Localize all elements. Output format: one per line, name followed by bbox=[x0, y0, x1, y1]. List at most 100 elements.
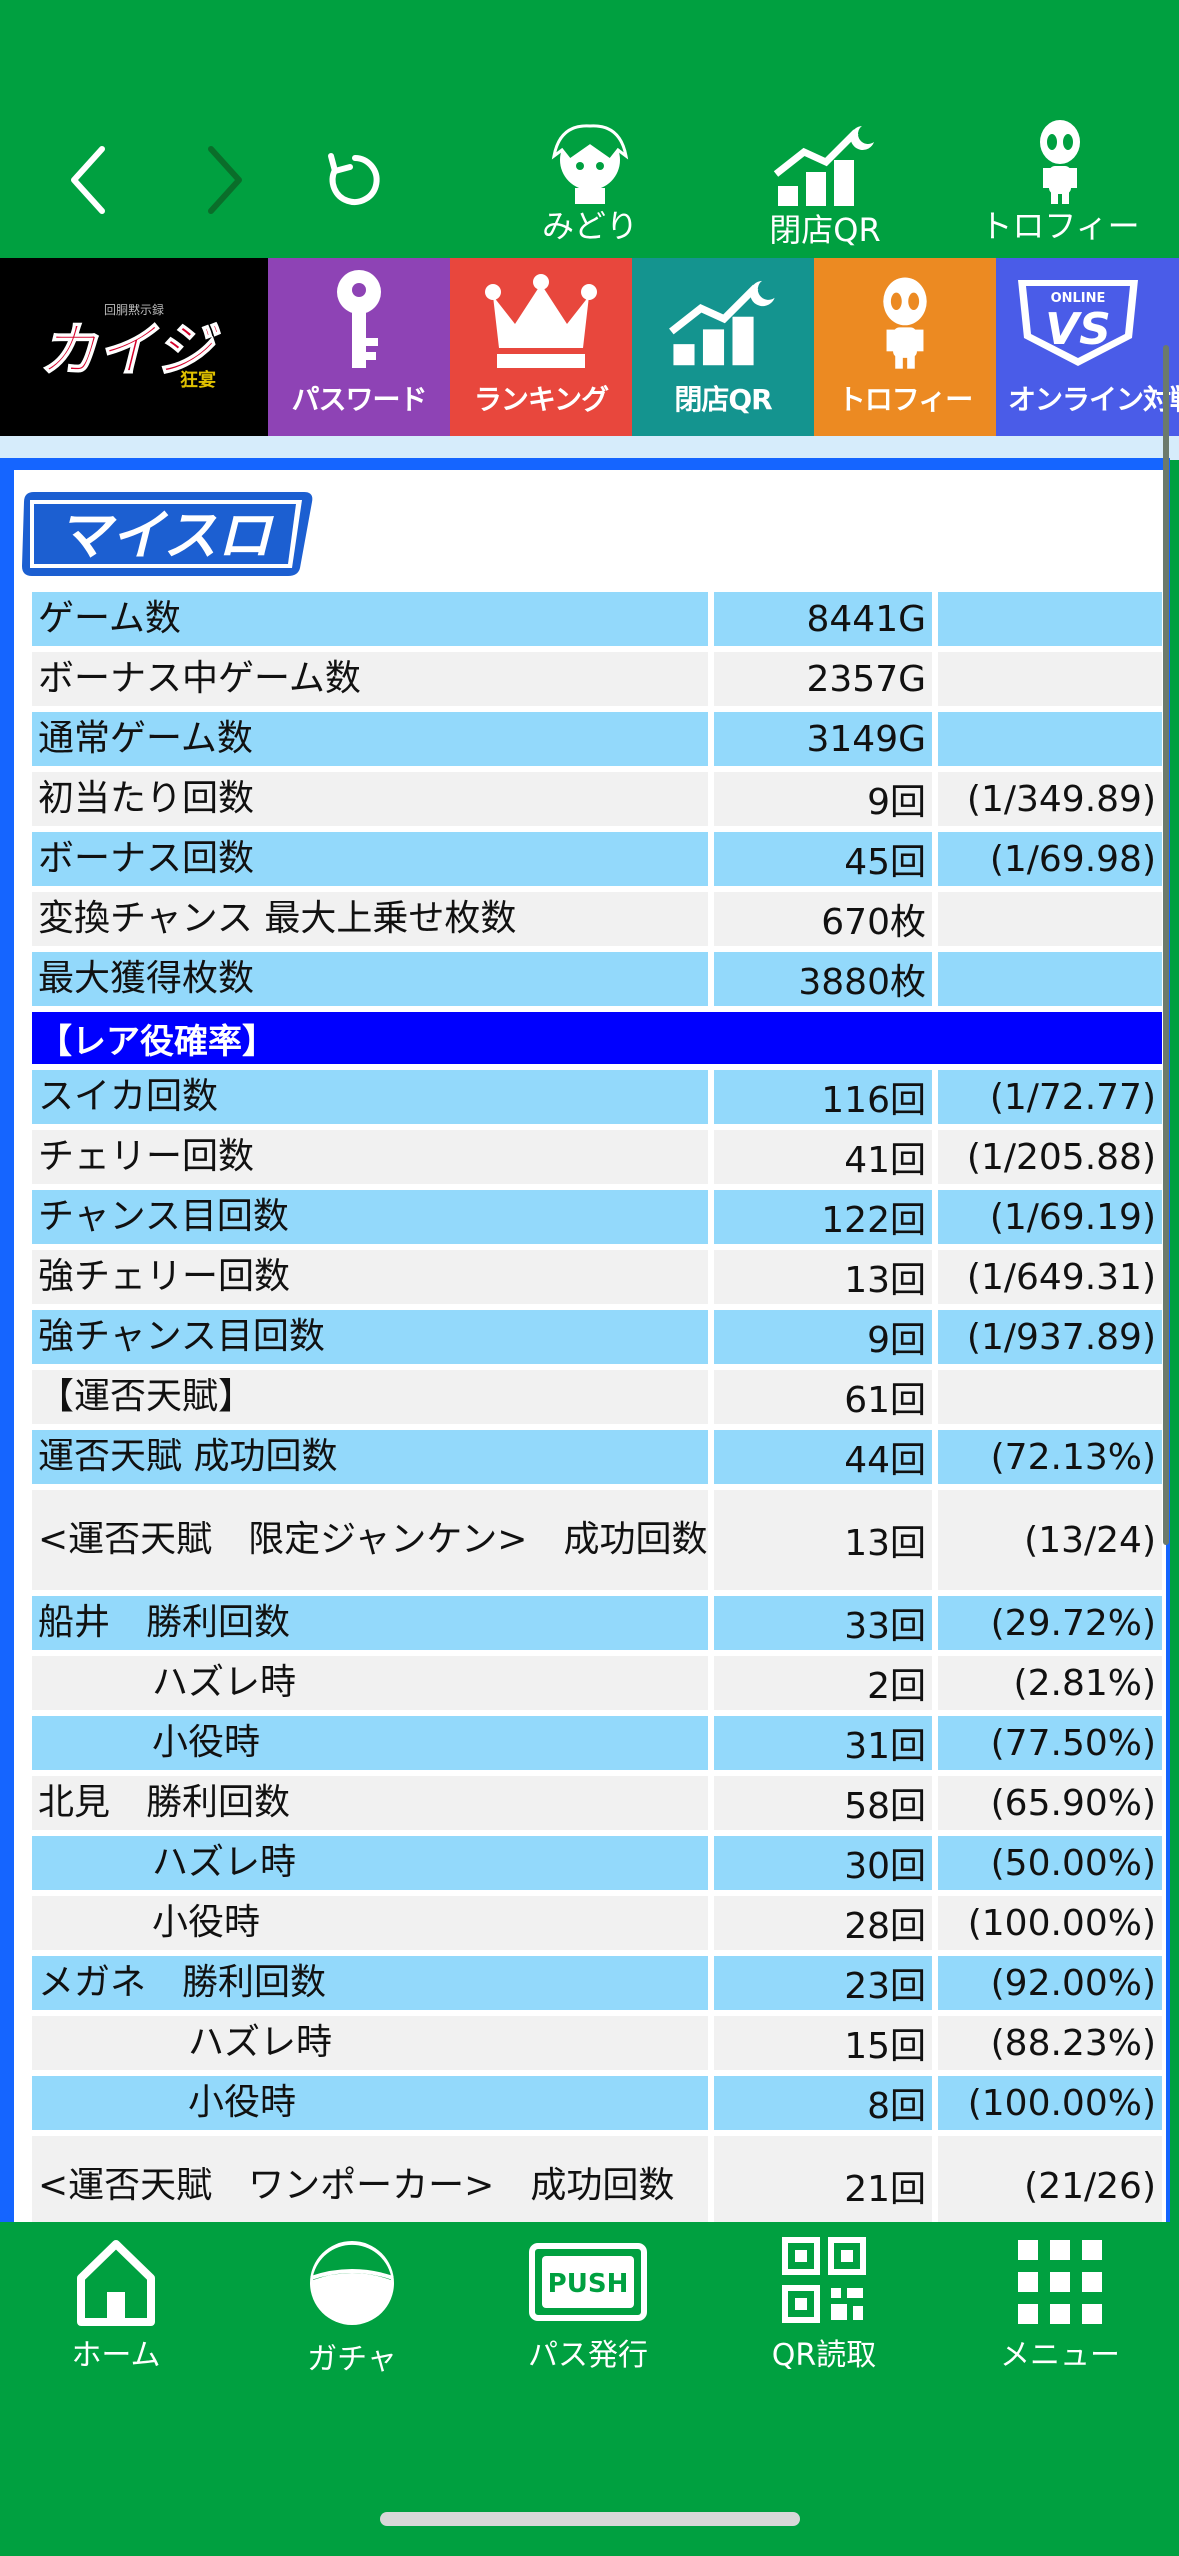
stats-table: ゲーム数 8441G ボーナス中ゲーム数 2357G 通常ゲーム数 3149G 初当た… bbox=[32, 592, 1162, 2222]
table-row: 【運否天賦】 61回 bbox=[32, 1370, 1162, 1424]
row-value: 13回 bbox=[714, 1250, 932, 1304]
row-label: ハズレ時 bbox=[32, 2016, 708, 2070]
ranking-label: ランキング bbox=[473, 383, 609, 416]
table-row: 運否天賦 成功回数 44回 (72.13%) bbox=[32, 1430, 1162, 1484]
table-row: チェリー回数 41回 (1/205.88) bbox=[32, 1130, 1162, 1184]
table-row: 強チェリー回数 13回 (1/649.31) bbox=[32, 1250, 1162, 1304]
vs-badge-icon: ONLINE VS bbox=[1018, 280, 1138, 366]
row-label: 初当たり回数 bbox=[32, 772, 708, 826]
row-label: 小役時 bbox=[32, 1896, 708, 1950]
chart-growth-icon bbox=[669, 280, 775, 366]
row-ratio bbox=[938, 652, 1162, 706]
midori-label: みどり bbox=[541, 207, 638, 245]
row-ratio: (29.72%) bbox=[938, 1596, 1162, 1650]
reload-icon bbox=[328, 153, 380, 205]
row-ratio: (1/937.89) bbox=[938, 1310, 1162, 1364]
row-label: 変換チャンス 最大上乗せ枚数 bbox=[32, 892, 708, 946]
trophy-tile-label: トロフィー bbox=[837, 383, 973, 416]
gacha-button[interactable]: ガチャ bbox=[252, 2236, 452, 2378]
row-value: 61回 bbox=[714, 1370, 932, 1424]
menu-button[interactable]: メニュー bbox=[960, 2236, 1160, 2374]
row-value: 122回 bbox=[714, 1190, 932, 1244]
row-value: 58回 bbox=[714, 1776, 932, 1830]
row-ratio: (21/26) bbox=[938, 2136, 1162, 2222]
alien-trophy-icon bbox=[883, 277, 927, 369]
row-ratio: (100.00%) bbox=[938, 2076, 1162, 2130]
row-ratio bbox=[938, 892, 1162, 946]
gacha-ball-icon bbox=[310, 2241, 394, 2325]
home-button[interactable]: ホーム bbox=[16, 2236, 216, 2374]
row-label: チェリー回数 bbox=[32, 1130, 708, 1184]
row-label: 最大獲得枚数 bbox=[32, 952, 708, 1006]
row-label: チャンス目回数 bbox=[32, 1190, 708, 1244]
chart-growth-icon bbox=[773, 126, 874, 206]
row-ratio: (1/72.77) bbox=[938, 1070, 1162, 1124]
top-toolbar: みどり 閉店QR トロフィー bbox=[0, 0, 1179, 258]
row-ratio: (1/69.98) bbox=[938, 832, 1162, 886]
closing-qr-tile[interactable]: 閉店QR bbox=[632, 258, 814, 436]
row-value: 2回 bbox=[714, 1656, 932, 1710]
row-ratio: (1/205.88) bbox=[938, 1130, 1162, 1184]
row-value: 33回 bbox=[714, 1596, 932, 1650]
home-indicator[interactable] bbox=[380, 2512, 800, 2526]
midori-button[interactable]: みどり bbox=[520, 110, 660, 246]
table-row: <運否天賦 ワンポーカー> 成功回数 21回 (21/26) bbox=[32, 2136, 1162, 2222]
scrollbar[interactable] bbox=[1163, 345, 1169, 1545]
ranking-tile[interactable]: ランキング bbox=[450, 258, 632, 436]
closing-qr-button[interactable]: 閉店QR bbox=[750, 110, 900, 250]
qr-scan-button[interactable]: QR読取 bbox=[724, 2236, 924, 2374]
home-icon bbox=[77, 2240, 155, 2326]
table-row: チャンス目回数 122回 (1/69.19) bbox=[32, 1190, 1162, 1244]
row-value: 44回 bbox=[714, 1430, 932, 1484]
reload-button[interactable] bbox=[320, 140, 390, 220]
row-value: 3880枚 bbox=[714, 952, 932, 1006]
password-tile[interactable]: パスワード bbox=[268, 258, 450, 436]
row-value: 670枚 bbox=[714, 892, 932, 946]
chevron-left-icon bbox=[71, 146, 105, 214]
pass-issue-button[interactable]: PUSH パス発行 bbox=[488, 2236, 688, 2374]
row-value: 23回 bbox=[714, 1956, 932, 2010]
row-value: 116回 bbox=[714, 1070, 932, 1124]
row-ratio: (72.13%) bbox=[938, 1430, 1162, 1484]
closing-qr-label: 閉店QR bbox=[769, 211, 881, 249]
table-row: 初当たり回数 9回 (1/349.89) bbox=[32, 772, 1162, 826]
row-label: ハズレ時 bbox=[32, 1836, 708, 1890]
forward-button[interactable] bbox=[195, 140, 255, 220]
row-value: 15回 bbox=[714, 2016, 932, 2070]
myslo-logo: マイスロ bbox=[22, 492, 313, 576]
table-row: 小役時 8回 (100.00%) bbox=[32, 2076, 1162, 2130]
svg-text:ONLINE: ONLINE bbox=[1051, 291, 1106, 306]
trophy-tile[interactable]: トロフィー bbox=[814, 258, 996, 436]
row-ratio: (88.23%) bbox=[938, 2016, 1162, 2070]
password-label: パスワード bbox=[291, 383, 427, 416]
row-label: ハズレ時 bbox=[32, 1656, 708, 1710]
row-label: 小役時 bbox=[32, 2076, 708, 2130]
trophy-button[interactable]: トロフィー bbox=[980, 110, 1140, 246]
row-value: 41回 bbox=[714, 1130, 932, 1184]
row-label: ボーナス回数 bbox=[32, 832, 708, 886]
row-value: 30回 bbox=[714, 1836, 932, 1890]
row-label: 船井 勝利回数 bbox=[32, 1596, 708, 1650]
rare-section-header: 【レア役確率】 bbox=[32, 1012, 1162, 1064]
row-ratio: (2.81%) bbox=[938, 1656, 1162, 1710]
game-logo-tile[interactable]: 回胴黙示録 カイジ 狂宴 bbox=[0, 258, 268, 436]
row-ratio: (100.00%) bbox=[938, 1896, 1162, 1950]
table-row: 通常ゲーム数 3149G bbox=[32, 712, 1162, 766]
svg-text:VS: VS bbox=[1045, 304, 1111, 355]
table-row: <運否天賦 限定ジャンケン> 成功回数 13回 (13/24) bbox=[32, 1490, 1162, 1590]
row-label: 強チェリー回数 bbox=[32, 1250, 708, 1304]
row-label: ボーナス中ゲーム数 bbox=[32, 652, 708, 706]
back-button[interactable] bbox=[58, 140, 118, 220]
home-label: ホーム bbox=[71, 2338, 161, 2373]
table-row: スイカ回数 116回 (1/72.77) bbox=[32, 1070, 1162, 1124]
table-row: 小役時 31回 (77.50%) bbox=[32, 1716, 1162, 1770]
row-ratio: (1/349.89) bbox=[938, 772, 1162, 826]
table-row: 小役時 28回 (100.00%) bbox=[32, 1896, 1162, 1950]
menu-tiles: 回胴黙示録 カイジ 狂宴 パスワード ランキング 閉店QR トロフィー ONLI… bbox=[0, 258, 1179, 436]
online-battle-tile[interactable]: ONLINE VS オンライン対戦 bbox=[996, 258, 1179, 436]
row-value: 9回 bbox=[714, 772, 932, 826]
svg-text:マイスロ: マイスロ bbox=[57, 504, 274, 567]
svg-text:PUSH: PUSH bbox=[548, 2269, 629, 2299]
row-label: <運否天賦 ワンポーカー> 成功回数 bbox=[32, 2136, 708, 2222]
kaiji-logo: 回胴黙示録 カイジ 狂宴 bbox=[38, 302, 222, 391]
